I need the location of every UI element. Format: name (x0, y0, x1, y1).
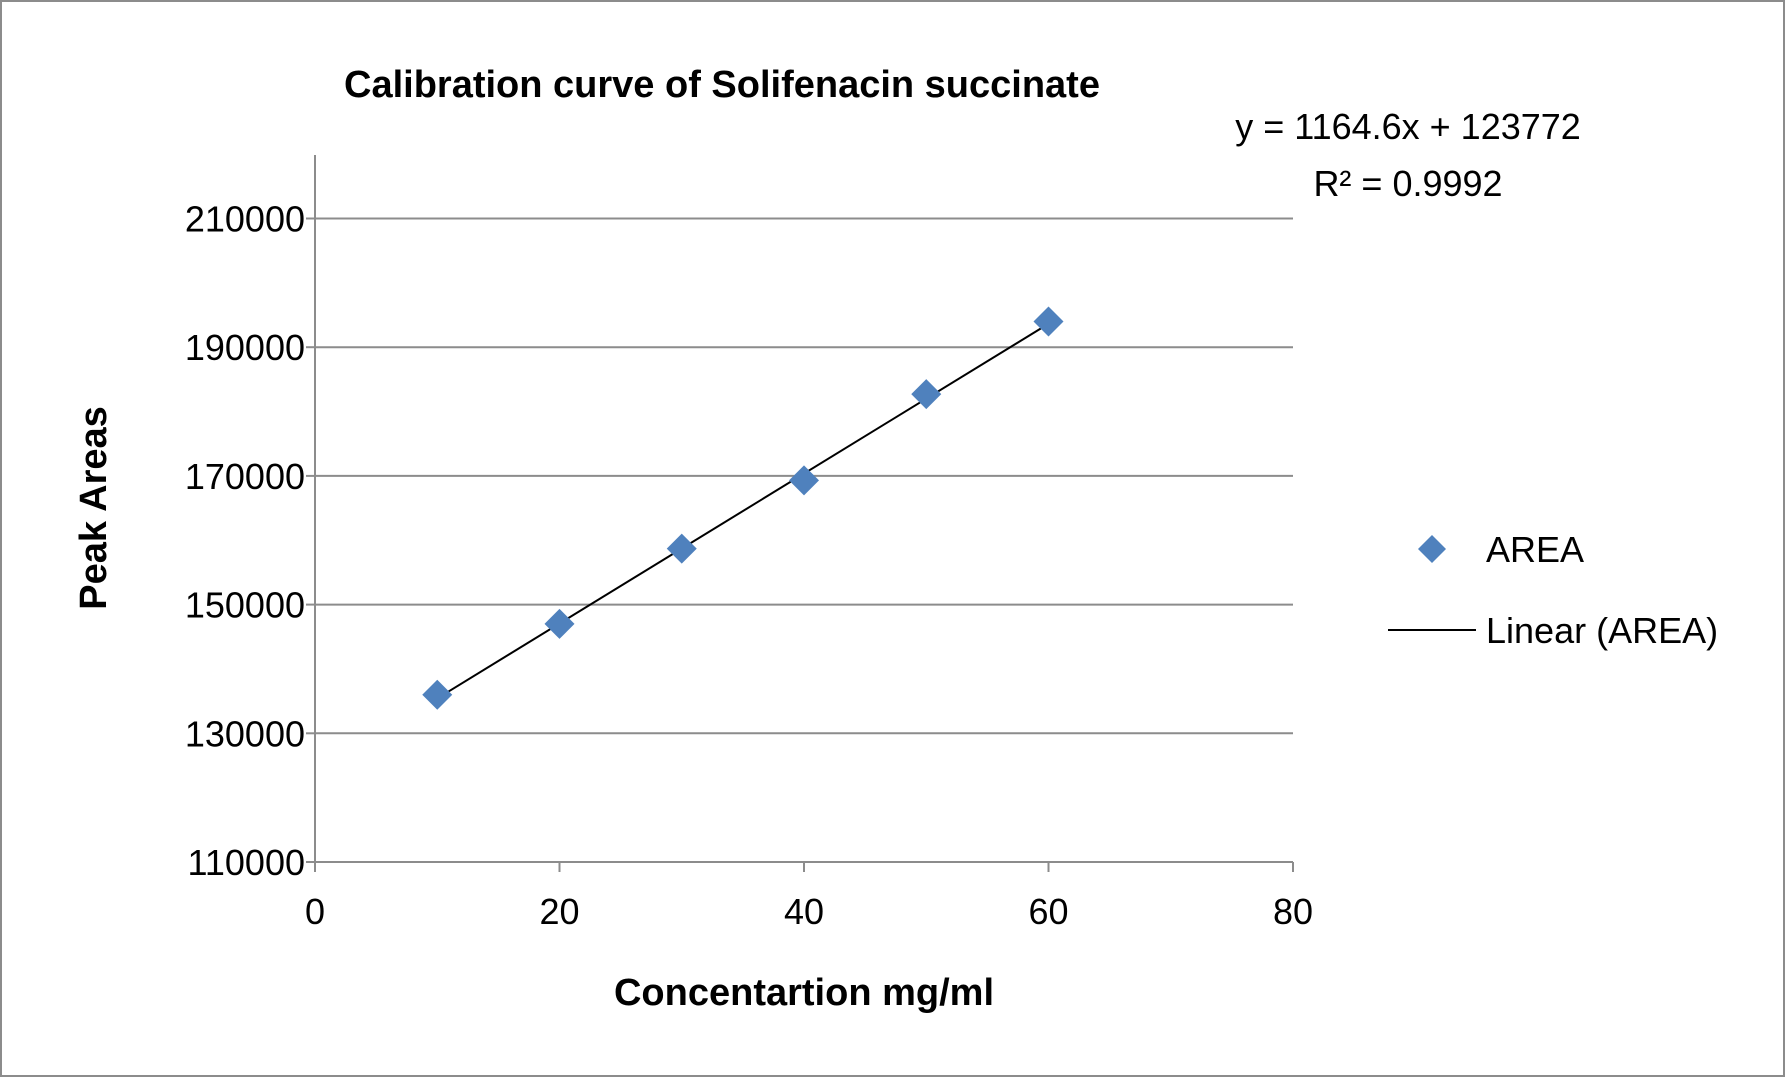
legend: AREA Linear (AREA) (1388, 529, 1718, 651)
chart-title: Calibration curve of Solifenacin succina… (344, 64, 1100, 106)
axes (306, 155, 1294, 872)
x-tick-label: 20 (539, 891, 579, 932)
legend-diamond-icon (1418, 535, 1446, 563)
y-tick-label: 190000 (185, 327, 305, 368)
legend-label-linear: Linear (AREA) (1486, 610, 1718, 651)
trendline (436, 322, 1050, 700)
y-tick-label: 150000 (185, 585, 305, 626)
data-points (422, 306, 1064, 710)
legend-label-area: AREA (1486, 529, 1584, 570)
data-point (789, 465, 819, 496)
trendline-r2: R² = 0.9992 (1313, 163, 1502, 204)
x-tick-label: 80 (1273, 891, 1313, 932)
y-tick-label: 210000 (185, 199, 305, 240)
x-axis-label: Concentartion mg/ml (614, 972, 994, 1014)
x-tick-label: 40 (784, 891, 824, 932)
y-axis-label: Peak Areas (73, 406, 115, 610)
y-tick-label: 110000 (188, 842, 305, 883)
x-tick-label: 0 (305, 891, 325, 932)
trendline-layer (436, 322, 1050, 700)
tick-labels: 110000 130000 150000 170000 190000 210000 0 20 4… (185, 199, 1313, 933)
data-point (422, 679, 453, 710)
y-tick-label: 130000 (185, 713, 305, 754)
x-tick-label: 60 (1028, 891, 1068, 932)
data-point (1033, 306, 1064, 337)
data-point (544, 608, 575, 639)
data-point (911, 379, 942, 410)
trendline-equation: y = 1164.6x + 123772 (1235, 106, 1581, 147)
data-point (666, 533, 697, 564)
y-tick-label: 170000 (185, 456, 305, 497)
